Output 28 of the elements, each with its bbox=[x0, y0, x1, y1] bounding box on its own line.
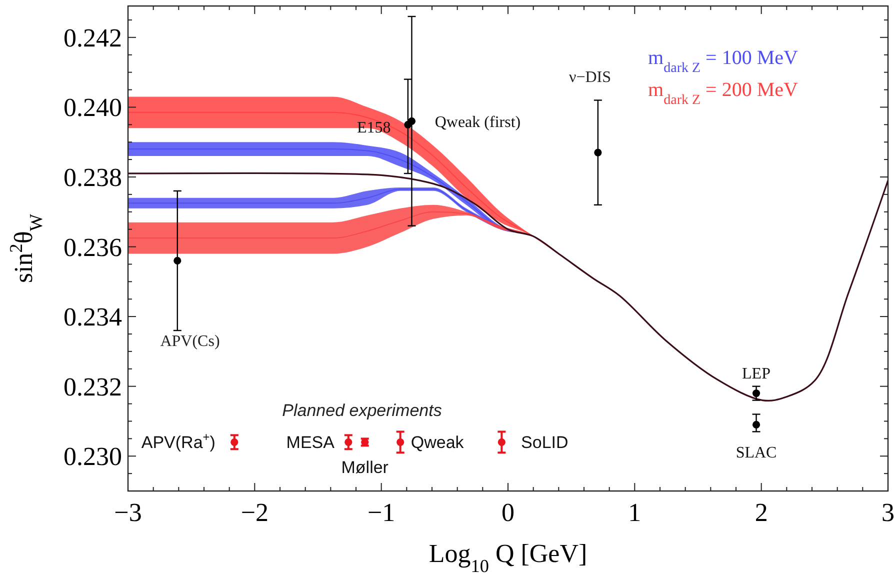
x-tick-label: 3 bbox=[882, 498, 894, 527]
y-tick-label: 0.240 bbox=[64, 93, 122, 122]
y-tick-label: 0.238 bbox=[64, 162, 122, 192]
y-tick-label: 0.234 bbox=[64, 302, 122, 332]
x-tick-label: 0 bbox=[502, 498, 514, 527]
y-tick-label: 0.242 bbox=[64, 23, 122, 52]
annotation: ν−DIS bbox=[568, 69, 612, 86]
x-tick-label: −3 bbox=[114, 498, 142, 527]
y-tick-label: 0.232 bbox=[64, 372, 122, 402]
x-tick-label: −2 bbox=[240, 498, 269, 527]
annotation: Qweak bbox=[410, 433, 464, 452]
annotation: APV(Cs) bbox=[160, 333, 220, 350]
text: m$_{dark Z}$ = 200 MeV bbox=[648, 79, 798, 108]
x-tick-label: 1 bbox=[628, 498, 642, 527]
y-tick-label: 0.230 bbox=[64, 442, 122, 472]
x-tick-label: 2 bbox=[754, 498, 768, 527]
annotation: Planned experiments bbox=[282, 401, 442, 420]
text: m$_{dark Z}$ = 100 MeV bbox=[648, 47, 798, 76]
annotation: SLAC bbox=[736, 444, 777, 462]
annotation: Qweak (first) bbox=[434, 114, 521, 132]
x-tick-label: −1 bbox=[367, 498, 396, 527]
y-tick-label: 0.236 bbox=[64, 232, 122, 262]
annotation: SoLID bbox=[521, 433, 568, 452]
annotation: MESA bbox=[286, 433, 336, 452]
annotation: LEP bbox=[742, 365, 771, 382]
annotation: Møller bbox=[341, 458, 389, 478]
annotation: APV(Ra$^{+}$) bbox=[141, 430, 216, 452]
x-axis-title: Log$_{10}$ Q [GeV] bbox=[428, 539, 588, 574]
